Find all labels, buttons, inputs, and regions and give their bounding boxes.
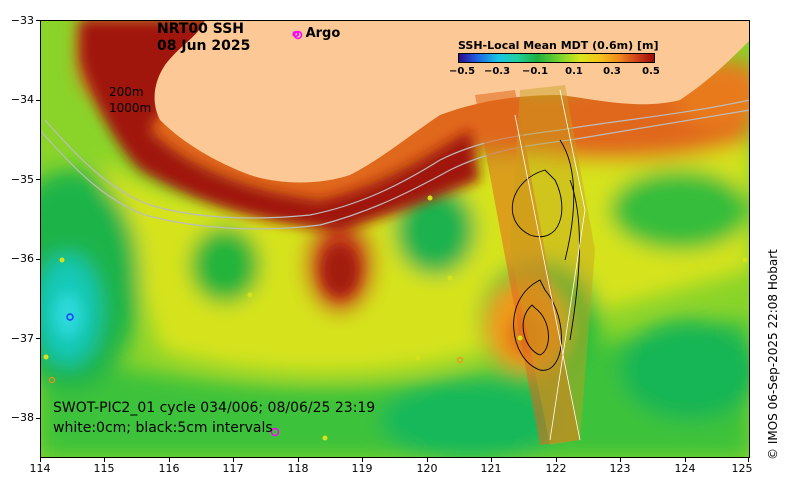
lon-tick-label: 124 (674, 462, 696, 475)
lat-tick-label: −38 (10, 411, 34, 424)
depth-label-1000m: 1000m (109, 101, 152, 115)
lon-tick-label: 116 (158, 462, 180, 475)
colorbar-tick: 0.3 (603, 66, 621, 77)
colorbar-tick: −0.5 (448, 66, 476, 77)
colorbar-tick: −0.3 (483, 66, 511, 77)
lat-tick-mark (36, 338, 40, 339)
lon-tick-label: 114 (29, 462, 51, 475)
lon-tick-mark (362, 458, 363, 462)
lon-tick-label: 125 (731, 462, 753, 475)
lat-tick-label: −34 (10, 93, 34, 106)
argo-legend: o Argo (292, 26, 340, 41)
depth-label-200m: 200m (109, 85, 144, 99)
argo-markers (43, 30, 748, 441)
lon-tick-mark (298, 458, 299, 462)
ssh-map (40, 20, 750, 458)
lon-tick-mark (427, 458, 428, 462)
lat-tick-mark (36, 418, 40, 419)
map-date: 08 Jun 2025 (157, 38, 251, 54)
isobath-1000m (40, 109, 750, 230)
lon-tick-mark (104, 458, 105, 462)
argo-legend-label: Argo (305, 26, 341, 41)
map-border (40, 20, 750, 458)
lon-tick-mark (556, 458, 557, 462)
colorbar-tick: −0.1 (521, 66, 549, 77)
colorbar (458, 53, 655, 63)
lat-tick-mark (36, 100, 40, 101)
lat-tick-mark (36, 179, 40, 180)
lat-tick-label: −33 (10, 14, 34, 27)
lon-tick-mark (685, 458, 686, 462)
lat-tick-label: −35 (10, 173, 34, 186)
lon-tick-mark (491, 458, 492, 462)
argo-marker-icon: o (292, 27, 300, 40)
lon-tick-label: 115 (93, 462, 115, 475)
lat-tick-label: −37 (10, 332, 34, 345)
swot-contour-note: white:0cm; black:5cm intervals (53, 420, 273, 436)
colorbar-title: SSH-Local Mean MDT (0.6m) [m] (458, 39, 659, 52)
lon-tick-mark (620, 458, 621, 462)
lat-tick-mark (36, 259, 40, 260)
lon-tick-label: 122 (545, 462, 567, 475)
lon-tick-label: 118 (287, 462, 309, 475)
map-title: NRT00 SSH (157, 21, 245, 37)
isobath-200m (44, 99, 750, 219)
colorbar-tick: 0.5 (642, 66, 660, 77)
lon-tick-label: 117 (222, 462, 244, 475)
lon-tick-label: 119 (351, 462, 373, 475)
colorbar-tick: 0.1 (565, 66, 583, 77)
ssh-field (40, 20, 750, 458)
lon-tick-mark (40, 458, 41, 462)
lon-tick-label: 121 (480, 462, 502, 475)
lat-tick-label: −36 (10, 252, 34, 265)
lon-tick-label: 120 (416, 462, 438, 475)
lon-tick-mark (169, 458, 170, 462)
copyright-text: © IMOS 06-Sep-2025 22:08 Hobart (766, 249, 780, 460)
lon-tick-mark (748, 458, 749, 462)
lon-tick-label: 123 (609, 462, 631, 475)
lat-tick-mark (36, 20, 40, 21)
swot-swath (475, 85, 595, 445)
swot-pass-info: SWOT-PIC2_01 cycle 034/006; 08/06/25 23:… (53, 400, 376, 416)
lon-tick-mark (233, 458, 234, 462)
